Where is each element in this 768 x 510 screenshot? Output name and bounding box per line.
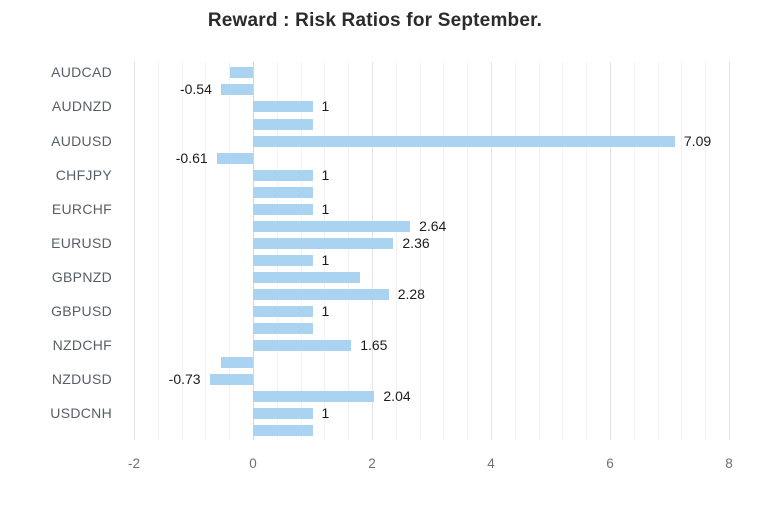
bar-usdcnh-1 [253, 408, 313, 420]
bar-audusd-1 [253, 135, 675, 147]
x-tick-label--2: -2 [127, 456, 140, 471]
x-tick-label-4: 4 [487, 456, 495, 471]
minor-gridline [467, 62, 469, 440]
bar-chfjpy-2 [253, 186, 313, 198]
major-gridline [491, 62, 492, 440]
bar-value-label: 2.64 [419, 217, 447, 234]
minor-gridline [395, 62, 397, 440]
bar-audcad-2 [220, 84, 253, 96]
bar-value-label: 2.04 [383, 388, 411, 405]
bar-gbpusd-2 [253, 323, 313, 335]
bar-gbpnzd-1 [253, 271, 361, 283]
bar-value-label: -0.54 [179, 81, 212, 98]
bar-value-label: 2.28 [397, 285, 425, 302]
bar-eurchf-1 [253, 203, 313, 215]
bar-audusd-2 [216, 152, 253, 164]
bar-eurusd-2 [253, 254, 313, 266]
minor-gridline [538, 62, 540, 440]
chart-title: Reward : Risk Ratios for September. [207, 10, 543, 31]
minor-gridline [705, 62, 707, 440]
minor-gridline [181, 62, 183, 440]
major-gridline [372, 62, 373, 440]
category-label-audusd: AUDUSD [51, 132, 112, 149]
bar-audnzd-1 [253, 101, 313, 113]
minor-gridline [324, 62, 326, 440]
minor-gridline [586, 62, 588, 440]
x-tick-label-2: 2 [368, 456, 376, 471]
minor-gridline [514, 62, 516, 440]
x-tick-label-0: 0 [249, 456, 257, 471]
category-label-eurusd: EURUSD [51, 234, 112, 251]
bar-value-label: 1 [321, 405, 330, 422]
bar-value-label: -0.73 [168, 371, 201, 388]
major-gridline [610, 62, 611, 440]
category-label-audnzd: AUDNZD [51, 98, 112, 115]
category-label-nzdusd: NZDUSD [51, 371, 112, 388]
minor-gridline [562, 62, 564, 440]
major-gridline [729, 62, 730, 440]
bar-value-label: 1 [321, 251, 330, 268]
bar-eurchf-2 [253, 220, 411, 232]
bar-eurusd-1 [253, 237, 394, 249]
minor-gridline [157, 62, 159, 440]
minor-gridline [681, 62, 683, 440]
bar-usdcnh-2 [253, 425, 313, 437]
bar-value-label: 7.09 [683, 132, 712, 149]
bar-value-label: 1 [321, 303, 330, 319]
minor-gridline [300, 62, 302, 440]
bar-value-label: 2.36 [402, 234, 430, 251]
category-label-usdcnh: USDCNH [50, 405, 112, 422]
bar-audnzd-2 [253, 118, 313, 130]
category-label-eurchf: EURCHF [51, 200, 112, 217]
bar-chfjpy-1 [253, 169, 313, 181]
minor-gridline [205, 62, 207, 440]
major-gridline [134, 62, 135, 440]
bar-value-label: 1 [321, 200, 330, 217]
minor-gridline [633, 62, 635, 440]
bar-gbpusd-1 [253, 306, 313, 317]
category-label-audcad: AUDCAD [51, 64, 112, 81]
minor-gridline [657, 62, 659, 440]
bar-value-label: 1 [321, 98, 330, 115]
bar-nzdusd-1 [209, 374, 253, 386]
bar-value-label: 1 [321, 166, 330, 183]
bar-nzdusd-2 [253, 391, 375, 403]
category-label-gbpusd: GBPUSD [51, 303, 112, 319]
x-tick-label-8: 8 [725, 456, 733, 471]
category-label-gbpnzd: GBPNZD [51, 268, 112, 285]
minor-gridline [443, 62, 445, 440]
bar-audcad-1 [230, 67, 253, 79]
bar-value-label: 1.65 [360, 337, 388, 354]
bar-gbpnzd-2 [253, 288, 389, 300]
category-label-chfjpy: CHFJPY [55, 166, 112, 183]
minor-gridline [276, 62, 278, 440]
x-tick-label-6: 6 [606, 456, 614, 471]
minor-gridline [419, 62, 421, 440]
category-label-nzdchf: NZDCHF [52, 337, 112, 354]
minor-gridline [348, 62, 350, 440]
minor-gridline [229, 62, 231, 440]
bar-value-label: -0.61 [175, 149, 208, 166]
zero-gridline [253, 62, 254, 440]
bar-nzdchf-1 [253, 340, 352, 352]
bar-nzdchf-2 [220, 357, 253, 369]
